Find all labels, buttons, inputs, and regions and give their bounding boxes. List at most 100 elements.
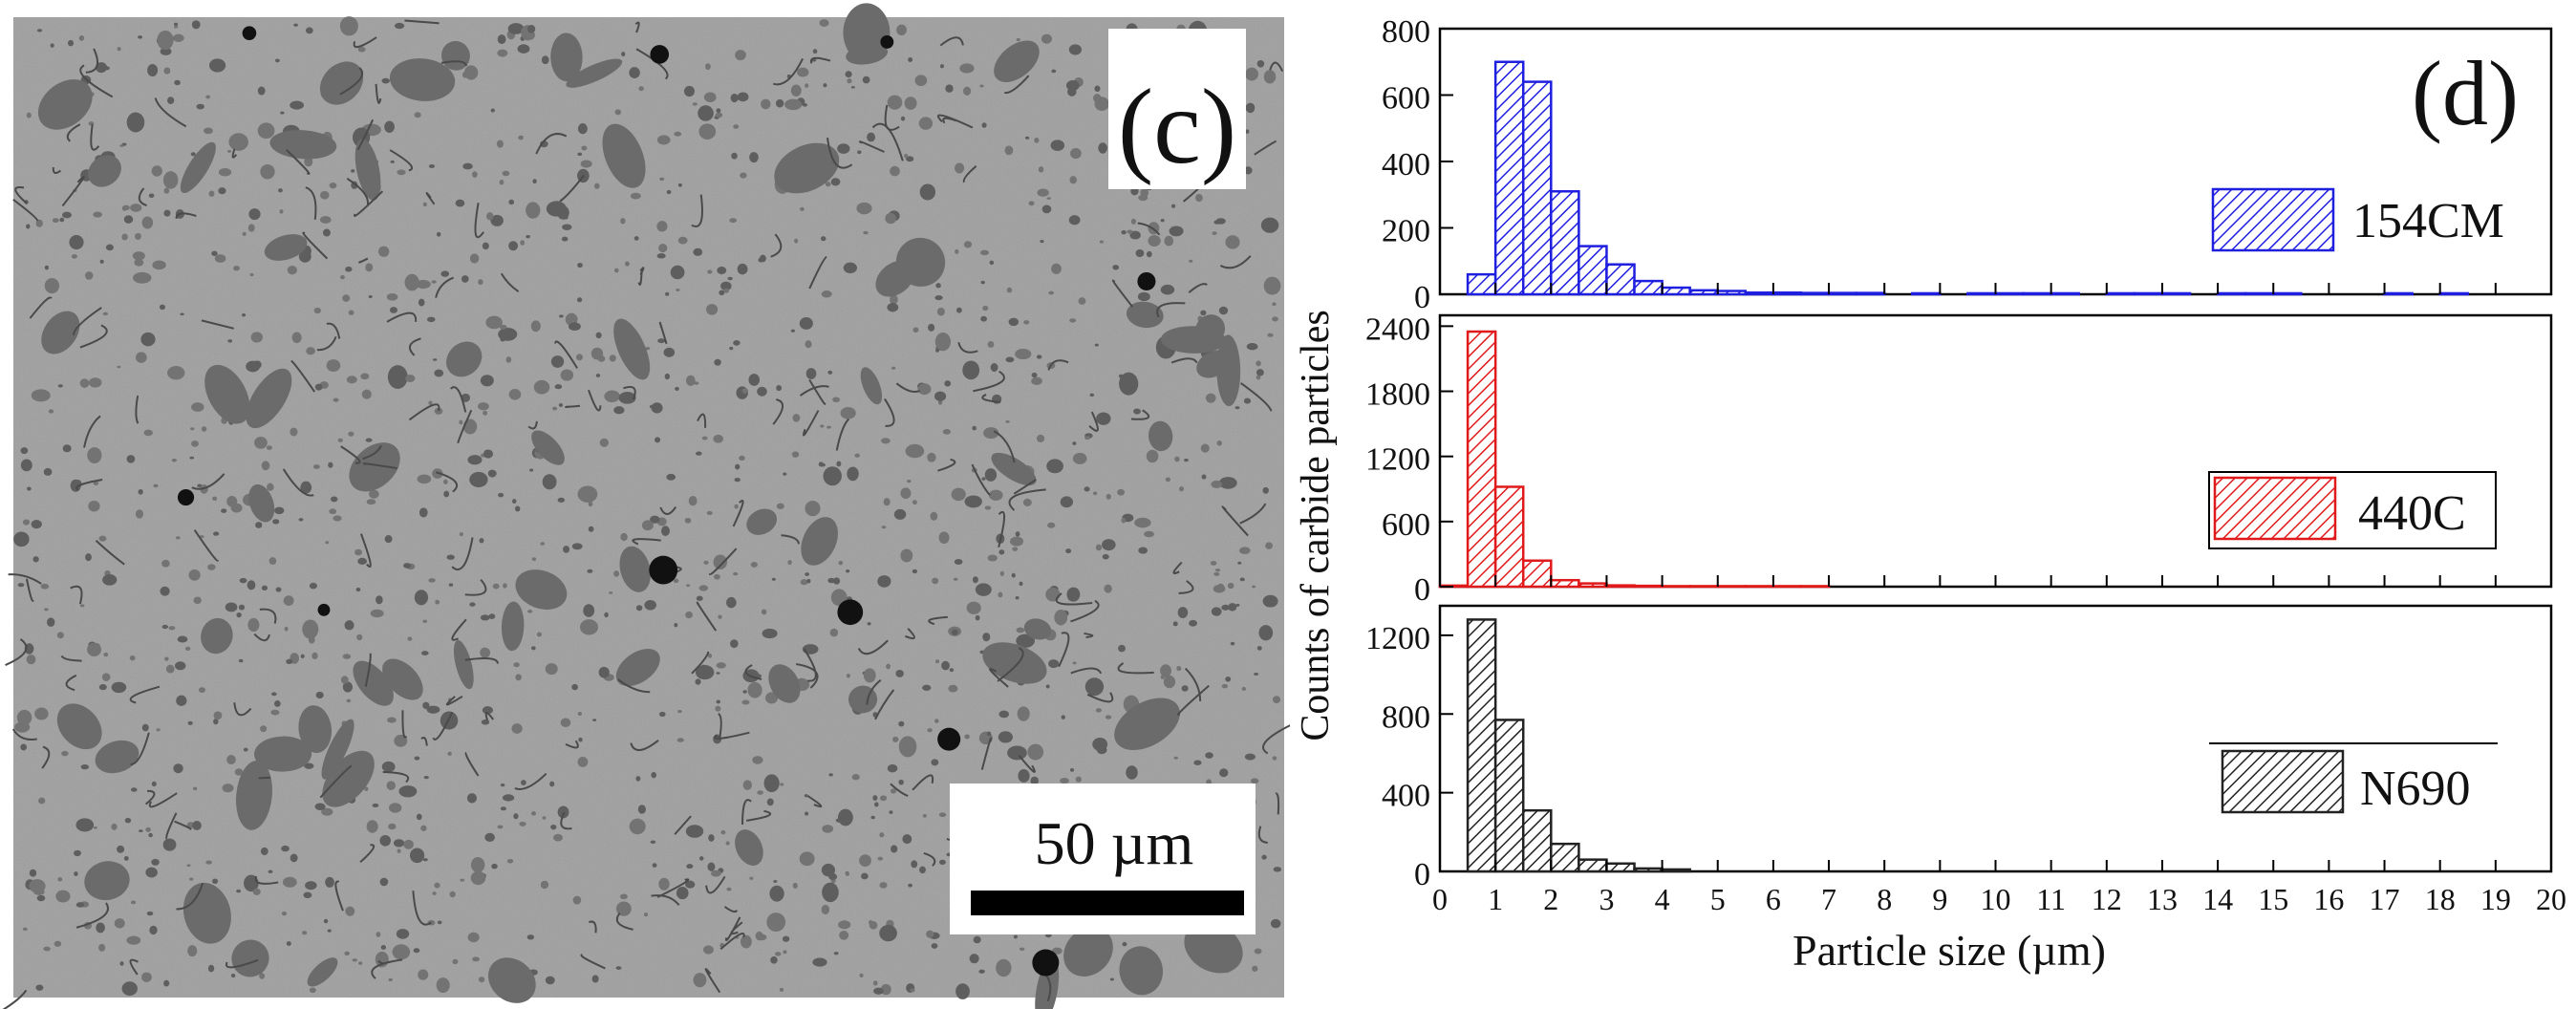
small-particle bbox=[168, 626, 176, 631]
small-particle bbox=[588, 526, 594, 532]
small-particle bbox=[752, 756, 763, 764]
small-particle bbox=[407, 636, 413, 641]
small-particle bbox=[857, 150, 862, 155]
bar-N690-3 bbox=[1605, 862, 1636, 873]
small-particle bbox=[52, 218, 59, 224]
small-particle bbox=[645, 347, 651, 351]
small-particle bbox=[719, 290, 725, 296]
grain-boundary bbox=[305, 186, 317, 220]
small-particle bbox=[417, 474, 432, 484]
small-particle bbox=[707, 269, 713, 274]
small-particle bbox=[635, 776, 641, 782]
small-particle bbox=[847, 466, 859, 482]
small-particle bbox=[1098, 142, 1107, 154]
small-particle bbox=[1019, 947, 1025, 952]
small-particle bbox=[300, 654, 305, 659]
small-particle bbox=[1094, 85, 1101, 93]
small-particle bbox=[838, 920, 851, 930]
small-particle bbox=[879, 925, 897, 942]
small-particle bbox=[1246, 342, 1258, 351]
small-particle bbox=[942, 428, 951, 435]
grain-boundary bbox=[1156, 302, 1186, 318]
small-particle bbox=[714, 358, 721, 366]
small-particle bbox=[243, 747, 248, 752]
small-particle bbox=[599, 438, 610, 447]
large-carbide bbox=[307, 957, 338, 987]
small-particle bbox=[1006, 287, 1013, 293]
grain-boundary bbox=[781, 534, 801, 545]
small-particle bbox=[945, 84, 954, 93]
small-particle bbox=[1105, 715, 1112, 719]
large-carbide bbox=[566, 58, 623, 88]
small-particle bbox=[955, 307, 962, 313]
small-particle bbox=[426, 705, 440, 714]
small-particle bbox=[485, 212, 494, 221]
small-particle bbox=[87, 447, 102, 464]
small-particle bbox=[552, 833, 563, 842]
small-particle bbox=[761, 609, 767, 615]
bar-154CM-1 bbox=[1493, 60, 1525, 296]
small-particle bbox=[268, 869, 273, 874]
small-particle bbox=[583, 604, 595, 617]
small-particle bbox=[1205, 393, 1216, 403]
grain-boundary bbox=[464, 751, 480, 777]
grain-boundary bbox=[709, 547, 738, 576]
small-particle bbox=[290, 427, 298, 437]
grain-boundary bbox=[615, 912, 633, 931]
small-particle bbox=[579, 619, 599, 635]
grain-boundary bbox=[356, 118, 375, 151]
small-particle bbox=[397, 848, 401, 853]
bar-154CM-5.5 bbox=[1744, 291, 1775, 296]
small-particle bbox=[1256, 369, 1264, 376]
small-particle bbox=[935, 348, 940, 353]
grain-boundary bbox=[362, 462, 397, 470]
small-particle bbox=[577, 712, 582, 716]
bar-N690-2 bbox=[1550, 842, 1580, 873]
small-particle bbox=[930, 511, 938, 521]
small-particle bbox=[141, 216, 154, 229]
small-particle bbox=[1106, 493, 1111, 500]
small-particle bbox=[750, 561, 758, 568]
small-particle bbox=[734, 504, 739, 509]
small-particle bbox=[379, 834, 391, 847]
small-particle bbox=[242, 231, 247, 236]
small-particle bbox=[326, 359, 341, 373]
x-tick-label: 18 bbox=[2425, 882, 2456, 916]
small-particle bbox=[186, 864, 191, 868]
small-particle bbox=[505, 356, 512, 363]
small-particle bbox=[387, 717, 397, 723]
small-particle bbox=[43, 467, 53, 476]
small-particle bbox=[735, 50, 746, 61]
small-particle bbox=[614, 109, 622, 116]
small-particle bbox=[67, 39, 75, 47]
small-particle bbox=[1211, 480, 1223, 488]
small-particle bbox=[701, 436, 708, 440]
small-particle bbox=[880, 983, 891, 996]
grain-boundary bbox=[617, 678, 651, 694]
small-particle bbox=[624, 261, 630, 267]
small-particle bbox=[351, 169, 355, 173]
small-particle bbox=[779, 987, 784, 992]
small-particle bbox=[914, 75, 928, 87]
small-particle bbox=[1146, 250, 1152, 258]
small-particle bbox=[597, 354, 606, 362]
small-particle bbox=[57, 384, 63, 388]
small-particle bbox=[462, 162, 473, 170]
small-particle bbox=[469, 471, 488, 487]
small-particle bbox=[696, 595, 703, 601]
large-carbide bbox=[180, 141, 216, 194]
small-particle bbox=[254, 436, 268, 449]
small-particle bbox=[1094, 343, 1099, 347]
small-particle bbox=[384, 120, 395, 133]
grain-boundary bbox=[354, 190, 384, 217]
small-particle bbox=[514, 505, 521, 512]
small-particle bbox=[1012, 547, 1019, 551]
small-particle bbox=[693, 973, 707, 988]
small-particle bbox=[333, 397, 339, 402]
small-particle bbox=[404, 273, 419, 291]
small-particle bbox=[980, 280, 985, 285]
small-particle bbox=[1215, 218, 1226, 225]
small-particle bbox=[1146, 449, 1159, 463]
grain-boundary bbox=[635, 48, 669, 80]
small-particle bbox=[1221, 604, 1230, 611]
